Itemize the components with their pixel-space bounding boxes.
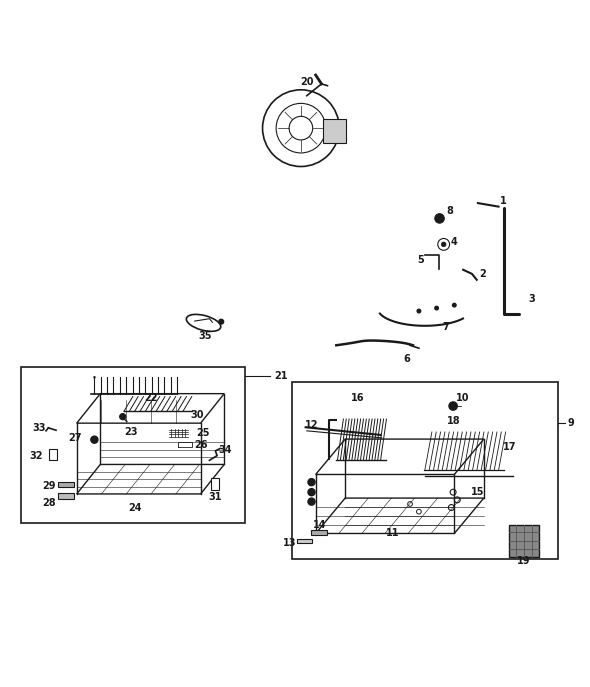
Text: 11: 11 — [386, 528, 399, 539]
Circle shape — [219, 319, 224, 324]
Text: 15: 15 — [471, 487, 484, 497]
Circle shape — [453, 304, 456, 307]
Bar — [297, 539, 312, 543]
Text: 19: 19 — [517, 556, 530, 565]
Text: 21: 21 — [274, 371, 288, 381]
Text: 17: 17 — [503, 442, 516, 452]
Text: 16: 16 — [351, 393, 365, 403]
Text: 33: 33 — [32, 423, 46, 433]
Circle shape — [120, 414, 126, 420]
Bar — [311, 530, 327, 534]
Bar — [58, 482, 74, 488]
Text: 12: 12 — [305, 420, 319, 430]
Text: 29: 29 — [42, 482, 56, 491]
Circle shape — [417, 309, 421, 313]
Text: 6: 6 — [404, 354, 411, 364]
Text: 18: 18 — [447, 416, 461, 427]
Circle shape — [435, 214, 444, 223]
Bar — [509, 525, 539, 557]
Text: 35: 35 — [199, 331, 212, 341]
Text: 26: 26 — [195, 440, 208, 450]
Circle shape — [435, 306, 438, 310]
Circle shape — [441, 242, 446, 247]
Text: 2: 2 — [479, 269, 486, 279]
Text: 4: 4 — [450, 237, 457, 247]
Text: 27: 27 — [68, 433, 81, 443]
Bar — [292, 382, 558, 559]
Text: 34: 34 — [218, 444, 232, 455]
Circle shape — [308, 479, 315, 486]
Text: 14: 14 — [313, 520, 326, 530]
Text: 28: 28 — [42, 498, 56, 508]
Text: 1: 1 — [500, 196, 506, 205]
Bar — [211, 478, 219, 490]
Circle shape — [91, 436, 98, 443]
Text: 3: 3 — [528, 294, 535, 304]
Text: 24: 24 — [128, 502, 141, 513]
Bar — [58, 493, 74, 499]
Bar — [21, 367, 245, 523]
Text: 23: 23 — [124, 427, 137, 437]
Text: 31: 31 — [209, 492, 222, 502]
Text: 9: 9 — [568, 418, 574, 428]
Bar — [323, 120, 346, 143]
Text: 10: 10 — [455, 393, 469, 403]
Text: 8: 8 — [447, 206, 454, 216]
Circle shape — [308, 488, 315, 496]
Bar — [49, 449, 57, 460]
Text: 30: 30 — [190, 410, 204, 420]
Text: 32: 32 — [29, 451, 42, 460]
Text: 7: 7 — [442, 322, 449, 332]
Text: 22: 22 — [145, 393, 158, 403]
Text: 5: 5 — [417, 256, 424, 265]
Text: 25: 25 — [196, 428, 210, 438]
Circle shape — [449, 402, 457, 410]
Text: 20: 20 — [300, 77, 313, 87]
Circle shape — [308, 498, 315, 505]
Text: 13: 13 — [283, 538, 296, 548]
